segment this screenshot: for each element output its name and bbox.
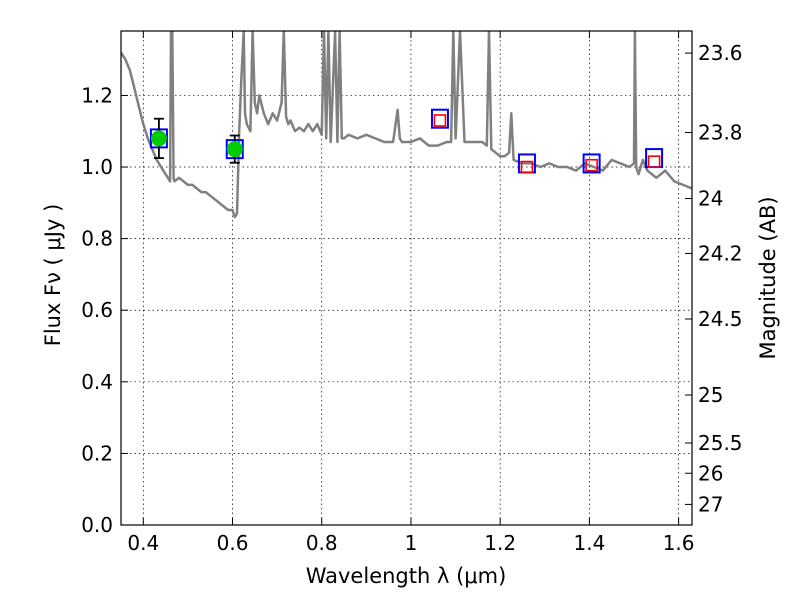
axis-ticks: 0.4 0.6 0.8 1 1.2 1.4 1.6 0.0 0.2 0.4 0.6 0.8 1.0 1.2…: [81, 31, 743, 555]
right-tick-label: 24: [698, 187, 723, 211]
y-tick-label: 0.4: [81, 370, 113, 394]
limit-marker: [433, 114, 447, 127]
right-tick-label: 25: [698, 383, 723, 407]
right-tick-label: 27: [698, 492, 723, 516]
x-tick-label: 1.2: [484, 531, 516, 555]
model-box: [582, 153, 601, 174]
spectrum-line: [121, 31, 692, 219]
detection-point: [150, 130, 167, 147]
y-tick-label: 0.2: [81, 441, 113, 465]
plot-frame: [120, 30, 693, 526]
detection-point: [226, 141, 243, 158]
x-tick-label: 1: [405, 531, 418, 555]
y-tick-label: 1.0: [81, 155, 113, 179]
x-tick-label: 1.6: [663, 531, 695, 555]
limit-marker: [585, 158, 598, 172]
detection-points: [150, 117, 243, 164]
upper-limit-markers: [433, 114, 661, 174]
y-tick-label: 1.2: [81, 83, 113, 107]
right-tick-label: 24.5: [698, 307, 743, 331]
model-spectrum: [121, 31, 692, 219]
y-axis-title: Flux Fν ( μJy ): [41, 204, 65, 347]
right-tick-label: 23.6: [698, 41, 743, 65]
y-tick-label: 0.6: [81, 298, 113, 322]
limit-marker: [520, 160, 534, 174]
right-axis-title: Magnitude (AB): [756, 196, 780, 359]
right-tick-label: 25.5: [698, 431, 743, 455]
right-tick-label: 26: [698, 461, 723, 485]
right-tick-label: 24.2: [698, 241, 743, 265]
x-axis-title: Wavelength λ (μm): [306, 564, 507, 588]
x-tick-label: 0.4: [127, 531, 159, 555]
y-tick-label: 0.0: [81, 513, 113, 537]
y-tick-label: 0.8: [81, 227, 113, 251]
x-tick-label: 0.6: [217, 531, 249, 555]
x-tick-label: 1.4: [573, 531, 605, 555]
right-tick-label: 23.8: [698, 120, 743, 144]
grid-lines: [121, 31, 692, 526]
x-tick-label: 0.8: [306, 531, 338, 555]
model-box: [430, 108, 449, 129]
limit-marker: [647, 155, 661, 168]
